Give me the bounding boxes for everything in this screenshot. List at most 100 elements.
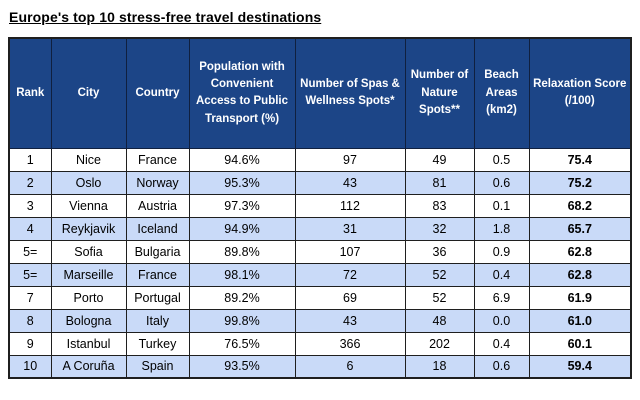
city-cell: A Coruña bbox=[50, 354, 127, 379]
score-cell: 60.1 bbox=[528, 331, 632, 356]
spas-cell: 72 bbox=[294, 262, 406, 287]
rank-cell: 5= bbox=[8, 239, 52, 264]
spas-cell: 6 bbox=[294, 354, 406, 379]
spas-cell: 31 bbox=[294, 216, 406, 241]
rank-cell: 2 bbox=[8, 170, 52, 195]
city-cell: Reykjavik bbox=[50, 216, 127, 241]
spas-cell: 112 bbox=[294, 193, 406, 218]
beach-cell: 0.5 bbox=[473, 147, 530, 172]
rank-cell: 8 bbox=[8, 308, 52, 333]
table-header: Rank City Country Population with Convenien… bbox=[8, 37, 632, 149]
column-header-city: City bbox=[50, 37, 127, 149]
nature-cell: 52 bbox=[404, 262, 475, 287]
country-cell: Norway bbox=[125, 170, 190, 195]
beach-cell: 0.6 bbox=[473, 354, 530, 379]
spas-cell: 107 bbox=[294, 239, 406, 264]
transport-cell: 94.9% bbox=[188, 216, 296, 241]
country-cell: Portugal bbox=[125, 285, 190, 310]
transport-cell: 97.3% bbox=[188, 193, 296, 218]
score-cell: 75.2 bbox=[528, 170, 632, 195]
page-title: Europe's top 10 stress-free travel desti… bbox=[9, 9, 322, 25]
table-row-1: 1 Nice France 94.6% 97 49 0.5 75.4 bbox=[8, 147, 632, 172]
beach-cell: 0.0 bbox=[473, 308, 530, 333]
country-cell: Spain bbox=[125, 354, 190, 379]
beach-cell: 6.9 bbox=[473, 285, 530, 310]
nature-cell: 49 bbox=[404, 147, 475, 172]
header-row: Rank City Country Population with Convenien… bbox=[8, 37, 632, 149]
city-cell: Marseille bbox=[50, 262, 127, 287]
city-cell: Nice bbox=[50, 147, 127, 172]
nature-cell: 36 bbox=[404, 239, 475, 264]
transport-cell: 89.2% bbox=[188, 285, 296, 310]
score-cell: 61.9 bbox=[528, 285, 632, 310]
rank-cell: 10 bbox=[8, 354, 52, 379]
score-cell: 62.8 bbox=[528, 239, 632, 264]
table-row-9: 9 Istanbul Turkey 76.5% 366 202 0.4 60.1 bbox=[8, 331, 632, 356]
rank-cell: 1 bbox=[8, 147, 52, 172]
city-cell: Sofia bbox=[50, 239, 127, 264]
transport-cell: 94.6% bbox=[188, 147, 296, 172]
nature-cell: 83 bbox=[404, 193, 475, 218]
beach-cell: 1.8 bbox=[473, 216, 530, 241]
transport-cell: 99.8% bbox=[188, 308, 296, 333]
column-header-score: Relaxation Score (/100) bbox=[528, 37, 632, 149]
table-row-6: 5= Marseille France 98.1% 72 52 0.4 62.8 bbox=[8, 262, 632, 287]
page: Europe's top 10 stress-free travel desti… bbox=[8, 9, 632, 379]
transport-cell: 76.5% bbox=[188, 331, 296, 356]
rank-cell: 4 bbox=[8, 216, 52, 241]
spas-cell: 97 bbox=[294, 147, 406, 172]
table-row-2: 2 Oslo Norway 95.3% 43 81 0.6 75.2 bbox=[8, 170, 632, 195]
table-row-3: 3 Vienna Austria 97.3% 112 83 0.1 68.2 bbox=[8, 193, 632, 218]
beach-cell: 0.4 bbox=[473, 331, 530, 356]
nature-cell: 48 bbox=[404, 308, 475, 333]
rank-cell: 9 bbox=[8, 331, 52, 356]
city-cell: Bologna bbox=[50, 308, 127, 333]
score-cell: 62.8 bbox=[528, 262, 632, 287]
nature-cell: 32 bbox=[404, 216, 475, 241]
table-row-10: 10 A Coruña Spain 93.5% 6 18 0.6 59.4 bbox=[8, 354, 632, 379]
column-header-spas: Number of Spas & Wellness Spots* bbox=[294, 37, 406, 149]
nature-cell: 81 bbox=[404, 170, 475, 195]
spas-cell: 366 bbox=[294, 331, 406, 356]
beach-cell: 0.4 bbox=[473, 262, 530, 287]
transport-cell: 89.8% bbox=[188, 239, 296, 264]
spas-cell: 69 bbox=[294, 285, 406, 310]
transport-cell: 93.5% bbox=[188, 354, 296, 379]
city-cell: Oslo bbox=[50, 170, 127, 195]
score-cell: 75.4 bbox=[528, 147, 632, 172]
table-row-7: 7 Porto Portugal 89.2% 69 52 6.9 61.9 bbox=[8, 285, 632, 310]
country-cell: Bulgaria bbox=[125, 239, 190, 264]
nature-cell: 202 bbox=[404, 331, 475, 356]
transport-cell: 98.1% bbox=[188, 262, 296, 287]
nature-cell: 52 bbox=[404, 285, 475, 310]
transport-cell: 95.3% bbox=[188, 170, 296, 195]
score-cell: 68.2 bbox=[528, 193, 632, 218]
destinations-table: Rank City Country Population with Convenien… bbox=[8, 37, 632, 379]
rank-cell: 5= bbox=[8, 262, 52, 287]
nature-cell: 18 bbox=[404, 354, 475, 379]
country-cell: France bbox=[125, 262, 190, 287]
score-cell: 59.4 bbox=[528, 354, 632, 379]
country-cell: Turkey bbox=[125, 331, 190, 356]
table-row-4: 4 Reykjavik Iceland 94.9% 31 32 1.8 65.7 bbox=[8, 216, 632, 241]
table-row-5: 5= Sofia Bulgaria 89.8% 107 36 0.9 62.8 bbox=[8, 239, 632, 264]
table-row-8: 8 Bologna Italy 99.8% 43 48 0.0 61.0 bbox=[8, 308, 632, 333]
country-cell: Austria bbox=[125, 193, 190, 218]
rank-cell: 3 bbox=[8, 193, 52, 218]
score-cell: 61.0 bbox=[528, 308, 632, 333]
column-header-rank: Rank bbox=[8, 37, 52, 149]
city-cell: Vienna bbox=[50, 193, 127, 218]
country-cell: France bbox=[125, 147, 190, 172]
spas-cell: 43 bbox=[294, 308, 406, 333]
column-header-transport: Population with Convenient Access to Pub… bbox=[188, 37, 296, 149]
city-cell: Porto bbox=[50, 285, 127, 310]
beach-cell: 0.6 bbox=[473, 170, 530, 195]
beach-cell: 0.9 bbox=[473, 239, 530, 264]
table-body: 1 Nice France 94.6% 97 49 0.5 75.4 2 Oslo Norway 95… bbox=[8, 147, 632, 379]
country-cell: Italy bbox=[125, 308, 190, 333]
column-header-country: Country bbox=[125, 37, 190, 149]
city-cell: Istanbul bbox=[50, 331, 127, 356]
score-cell: 65.7 bbox=[528, 216, 632, 241]
country-cell: Iceland bbox=[125, 216, 190, 241]
beach-cell: 0.1 bbox=[473, 193, 530, 218]
